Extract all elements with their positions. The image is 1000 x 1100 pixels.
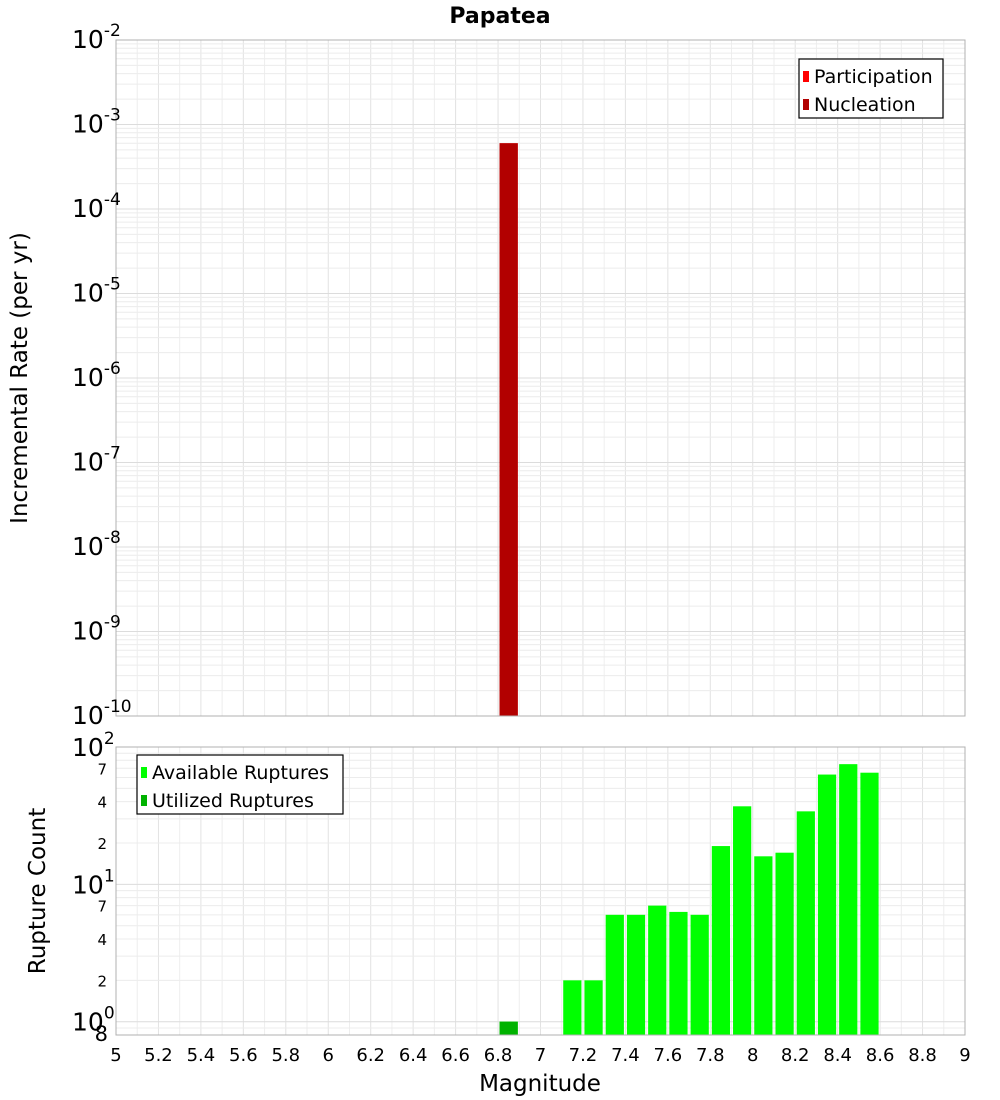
bar-available-ruptures (584, 980, 603, 1035)
x-tick-label: 8.8 (908, 1045, 937, 1066)
chart-title: Papatea (449, 4, 550, 29)
x-tick-label: 5.8 (271, 1045, 300, 1066)
x-axis-label: Magnitude (479, 1071, 601, 1097)
bar-nucleation (499, 143, 518, 716)
y-tick-label: 10-6 (72, 359, 121, 392)
x-tick-label: 8.2 (781, 1045, 810, 1066)
x-tick-label: 9 (959, 1045, 970, 1066)
bar-available-ruptures (563, 980, 582, 1035)
bar-available-ruptures (817, 774, 837, 1035)
y-minor-tick-label: 4 (97, 931, 107, 949)
bar-available-ruptures (839, 764, 858, 1035)
legend: Participation Nucleation (798, 58, 944, 119)
x-tick-label: 7.6 (654, 1045, 683, 1066)
bottom-chart: 100 101 102 8 2 4 7 2 4 7 5 5.2 5.4 5.6 5.8 6 6.2 6.4 6.6 6… (25, 729, 971, 1097)
bar-available-ruptures (796, 811, 815, 1035)
bar-available-ruptures (669, 911, 688, 1035)
x-tick-label: 8.6 (866, 1045, 895, 1066)
legend: Available Ruptures Utilized Ruptures (136, 754, 344, 815)
y-minor-tick-label: 8 (95, 1022, 108, 1046)
y-minor-tick-label: 4 (97, 794, 107, 812)
y-minor-tick-label: 2 (97, 972, 107, 990)
bars (499, 764, 879, 1035)
y-minor-tick-label: 7 (97, 760, 107, 778)
x-tick-label: 8.4 (823, 1045, 852, 1066)
y-tick-label: 100 (72, 1004, 115, 1037)
legend-swatch (803, 71, 809, 82)
bar-available-ruptures (754, 856, 773, 1035)
legend-swatch (803, 99, 809, 110)
x-tick-label: 5.4 (187, 1045, 216, 1066)
x-tick-label: 8 (747, 1045, 758, 1066)
legend-entry: Participation (814, 66, 933, 88)
y-axis-label: Rupture Count (25, 808, 51, 974)
x-tick-label: 5.2 (144, 1045, 173, 1066)
top-chart: 10-10 10-9 10-8 10-7 10-6 10-5 10-4 10-3 10-2 Par… (7, 21, 966, 730)
y-tick-label: 101 (72, 866, 115, 899)
x-tick-label: 6.4 (399, 1045, 428, 1066)
y-minor-tick-label: 7 (97, 898, 107, 916)
bar-available-ruptures (690, 914, 709, 1035)
y-tick-label: 102 (72, 729, 115, 762)
plot-frame (115, 746, 966, 1036)
y-tick-label: 10-10 (72, 697, 132, 730)
legend-entry: Nucleation (814, 94, 916, 116)
x-tick-label: 5 (110, 1045, 121, 1066)
bar-available-ruptures (648, 905, 667, 1035)
legend-swatch (141, 767, 147, 778)
bar-available-ruptures (733, 806, 752, 1035)
y-tick-label: 10-8 (72, 528, 121, 561)
legend-entry: Available Ruptures (152, 762, 329, 784)
bar-available-ruptures (775, 852, 794, 1035)
x-tick-label: 7.4 (611, 1045, 640, 1066)
plot-frame (115, 39, 966, 717)
bar-utilized-ruptures (499, 1021, 518, 1035)
y-tick-label: 10-3 (72, 106, 121, 139)
bar-available-ruptures (605, 914, 624, 1035)
x-tick-label: 6.6 (441, 1045, 470, 1066)
x-tick-label: 7.8 (696, 1045, 725, 1066)
x-tick-labels: 5 5.2 5.4 5.6 5.8 6 6.2 6.4 6.6 6.8 7 7.2 7.4 7.6 7.8 8… (110, 1045, 970, 1066)
bar-available-ruptures (711, 846, 731, 1035)
x-tick-label: 5.6 (229, 1045, 258, 1066)
y-tick-label: 10-5 (72, 275, 121, 308)
bars (499, 143, 518, 716)
bar-available-ruptures (626, 914, 646, 1035)
x-tick-label: 6.8 (484, 1045, 513, 1066)
y-tick-labels: 10-10 10-9 10-8 10-7 10-6 10-5 10-4 10-3 10-2 (72, 21, 132, 730)
x-tick-label: 6 (323, 1045, 334, 1066)
x-tick-label: 6.2 (356, 1045, 385, 1066)
bar-available-ruptures (860, 772, 879, 1035)
legend-swatch (141, 795, 147, 806)
y-tick-label: 10-4 (72, 190, 121, 223)
x-tick-label: 7 (535, 1045, 546, 1066)
legend-box (136, 754, 344, 815)
y-minor-tick-label: 2 (97, 835, 107, 853)
y-tick-label: 10-7 (72, 444, 121, 477)
y-axis-label: Incremental Rate (per yr) (7, 232, 33, 524)
y-tick-label: 10-9 (72, 613, 121, 646)
x-tick-label: 7.2 (569, 1045, 598, 1066)
y-tick-label: 10-2 (72, 21, 121, 54)
legend-box (798, 58, 944, 119)
legend-entry: Utilized Ruptures (152, 790, 314, 812)
y-tick-labels: 100 101 102 8 2 4 7 2 4 7 (72, 729, 115, 1046)
